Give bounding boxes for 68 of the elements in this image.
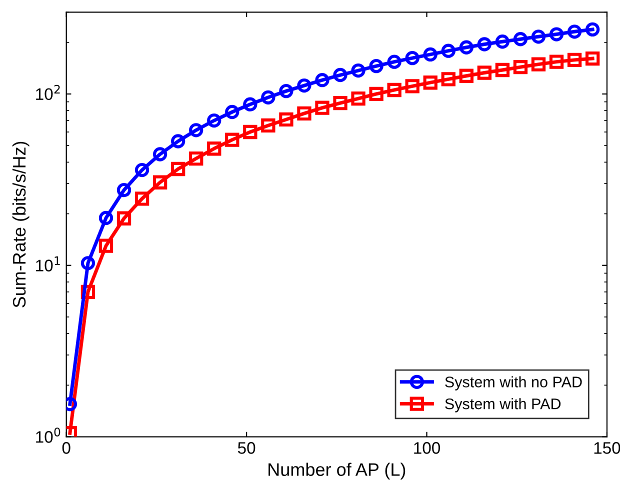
point [459,68,474,83]
point [152,175,168,190]
point [477,37,492,52]
point [116,211,132,226]
point [134,192,150,206]
point [189,151,204,166]
point [387,82,402,98]
point [567,24,582,39]
point [315,73,330,88]
point [243,97,258,112]
point [170,162,186,176]
point [261,118,276,133]
point [80,256,96,270]
legend-label: System with PAD [445,398,561,412]
point [369,58,384,74]
point [459,40,474,54]
y-tick-label: 10$^{0}$ [36,428,60,443]
y-axis-title: Sum-Rate (bits/s/Hz) [12,142,30,308]
point [405,50,420,66]
y-tick-label: 10$^{2}$ [36,84,60,100]
point [98,210,114,226]
point [495,34,510,49]
point [423,76,438,90]
point [369,86,384,102]
point [279,112,294,127]
point [152,147,168,162]
point [261,90,276,104]
point [531,57,546,72]
point [441,72,456,86]
point [351,63,366,78]
point [423,47,438,62]
point [207,142,222,156]
point [585,51,600,66]
point [243,124,258,140]
point [297,78,312,93]
point [98,238,114,253]
x-tick-label: 50 [238,442,256,454]
x-tick-label: 150 [594,442,620,454]
y-tick-label: 10$^{1}$ [36,256,60,272]
point [441,44,456,58]
point [170,134,186,148]
point [134,162,150,178]
point [225,132,240,147]
x-tick-label: 0 [62,442,70,454]
point [351,91,366,106]
point [189,123,204,138]
point [477,66,492,80]
point [549,27,564,42]
x-tick-label: 100 [414,442,440,454]
point [333,68,348,82]
point [513,32,528,46]
point [585,22,600,37]
point [513,60,528,74]
point [567,52,582,68]
point [387,54,402,69]
point [531,30,546,44]
point [549,54,564,69]
point [225,104,240,120]
point [207,113,222,128]
legend-label: System with no PAD [445,376,582,390]
point [315,100,330,115]
point [297,106,312,121]
point [116,182,132,198]
x-axis-title: Number of AP (L) [268,462,406,480]
point [333,96,348,110]
point [495,62,510,78]
point [279,84,294,98]
point [405,79,420,94]
